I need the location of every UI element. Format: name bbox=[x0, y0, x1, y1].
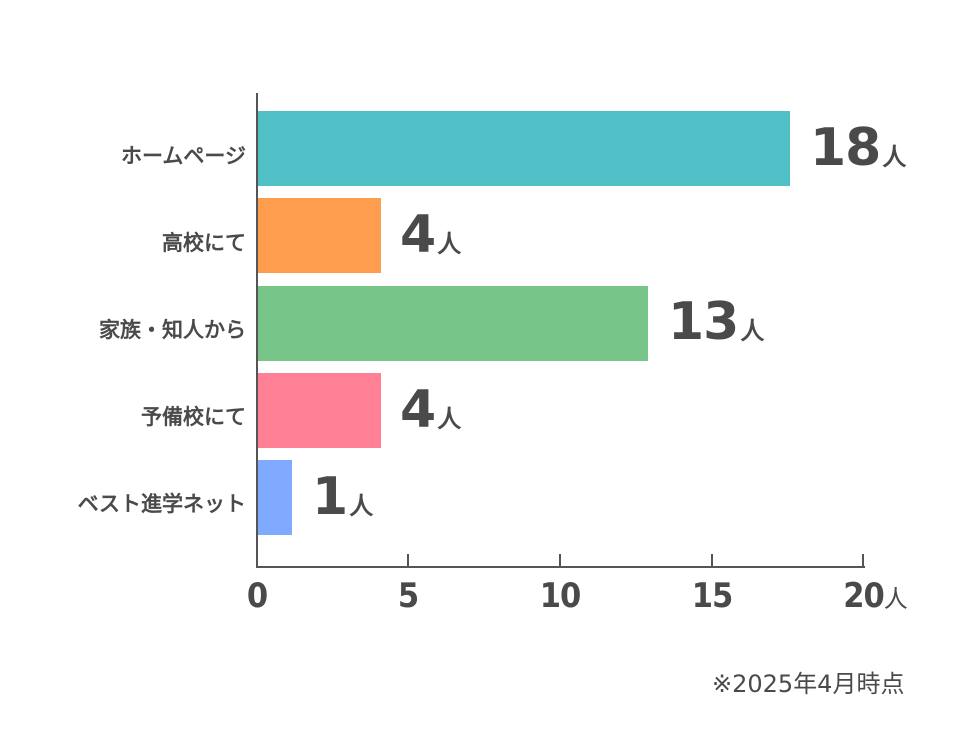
y-axis-line bbox=[256, 93, 258, 568]
category-label: 高校にて bbox=[162, 231, 246, 255]
x-tick-label: 0 bbox=[246, 576, 268, 616]
category-label: 予備校にて bbox=[141, 405, 246, 429]
value-label: 18人 bbox=[810, 118, 906, 178]
bar-family-friends bbox=[258, 286, 648, 361]
x-tick-label: 10 bbox=[539, 576, 582, 616]
x-tick-15 bbox=[711, 554, 713, 567]
footnote: ※2025年4月時点 bbox=[712, 670, 905, 698]
category-label: 家族・知人から bbox=[99, 318, 246, 342]
x-tick-10 bbox=[559, 554, 561, 567]
value-label: 4人 bbox=[400, 380, 461, 440]
bar-homepage bbox=[258, 111, 790, 186]
value-label: 4人 bbox=[400, 205, 461, 265]
bar-best-shingaku-net bbox=[258, 460, 292, 535]
x-tick-label: 15 bbox=[691, 576, 734, 616]
category-label: ベスト進学ネット bbox=[77, 492, 246, 516]
x-tick-0 bbox=[256, 554, 258, 567]
x-tick-5 bbox=[407, 554, 409, 567]
value-label: 1人 bbox=[312, 467, 373, 527]
x-tick-label: 20人 bbox=[843, 576, 908, 616]
value-label: 13人 bbox=[668, 292, 764, 352]
x-axis-line bbox=[256, 566, 865, 568]
x-tick-20 bbox=[862, 554, 864, 567]
bar-high-school bbox=[258, 198, 381, 273]
bar-prep-school bbox=[258, 373, 381, 448]
category-label: ホームページ bbox=[121, 144, 246, 168]
x-tick-label: 5 bbox=[397, 576, 419, 616]
